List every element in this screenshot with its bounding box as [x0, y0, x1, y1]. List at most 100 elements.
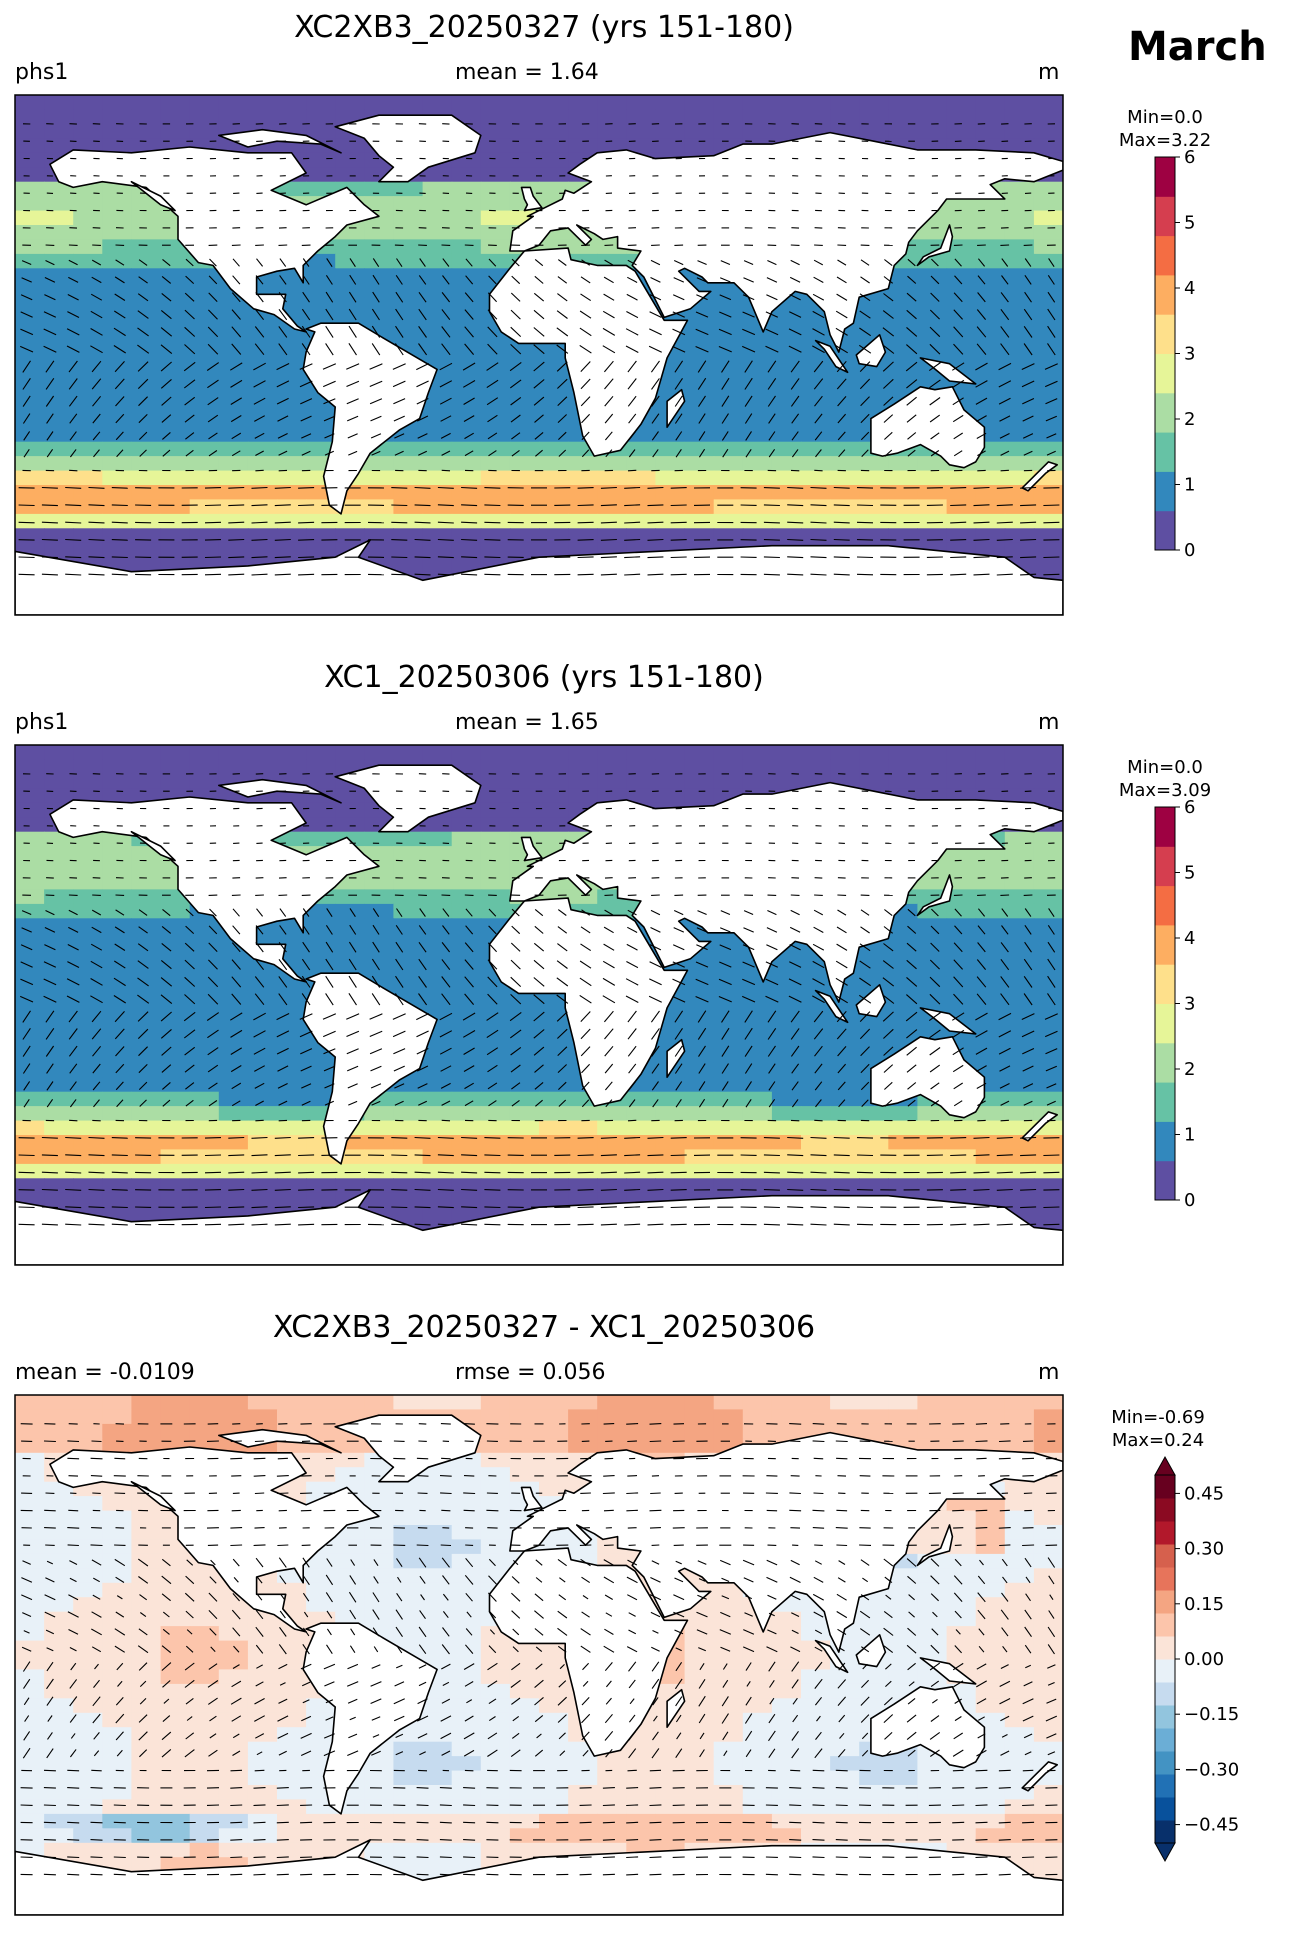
coastline: [488, 897, 689, 1107]
colorbar-segment: [1155, 157, 1175, 197]
coastline: [15, 539, 1063, 615]
colorbar-segment: [1155, 471, 1175, 512]
colorbar-segment: [1155, 196, 1175, 237]
panel-3-minmax: Min=-0.69 Max=0.24: [1088, 1406, 1228, 1452]
colorbar-tick-label: 6: [1184, 797, 1195, 818]
colorbar-tick-label: 0.15: [1184, 1594, 1224, 1615]
colorbar-segment: [1155, 1082, 1175, 1122]
colorbar-tick-label: 0.30: [1184, 1539, 1224, 1560]
colorbar-tick-label: 2: [1184, 409, 1195, 430]
colorbar-tick-label: 5: [1184, 213, 1195, 234]
panel-2-units-label: m: [1038, 710, 1060, 735]
coastline: [919, 357, 977, 385]
colorbar-segment: [1155, 1797, 1175, 1821]
colorbar-segment: [1155, 1774, 1175, 1798]
panel-2-field: [15, 745, 1063, 1265]
coastline: [814, 1639, 849, 1674]
panel-2-colorbar: 0 1 2 3 4 5 6: [1154, 797, 1195, 1211]
coastline: [814, 339, 849, 374]
colorbar-segment: [1155, 964, 1175, 1004]
colorbar-segment: [1155, 1521, 1175, 1545]
panel-3-title: XC2XB3_20250327 - XC1_20250306: [272, 1310, 816, 1345]
colorbar-segment: [1155, 1544, 1175, 1568]
coastline: [855, 984, 887, 1018]
panel-1-map: [14, 94, 1064, 616]
coastline: [1021, 461, 1058, 492]
panel-2-title: XC1_20250306 (yrs 151-180): [324, 660, 764, 695]
colorbar-segment: [1155, 1121, 1175, 1162]
colorbar-segment: [1155, 1820, 1175, 1844]
panel-3-mean-label: mean = -0.0109: [15, 1360, 195, 1385]
coastline: [870, 1686, 986, 1769]
coastline: [488, 247, 689, 457]
colorbar-segment: [1155, 353, 1175, 394]
coastline: [916, 874, 954, 917]
coastline: [814, 989, 849, 1024]
panel-1-frame: [14, 94, 1064, 616]
coastline: [1021, 1761, 1058, 1792]
colorbar-tick-label: 2: [1184, 1059, 1195, 1080]
coastline: [130, 1480, 176, 1512]
colorbar-segment: [1155, 235, 1175, 276]
colorbar-tick-label: 0: [1184, 540, 1195, 561]
colorbar-segment: [1155, 1659, 1175, 1683]
colorbar-tick-label: 0: [1184, 1190, 1195, 1211]
panel-1-variable-label: phs1: [15, 60, 69, 85]
colorbar-segment: [1155, 1636, 1175, 1660]
month-label: March: [1128, 24, 1267, 70]
colorbar-segment: [1155, 1003, 1175, 1044]
panel-3-map: [14, 1394, 1064, 1916]
coastline: [855, 1634, 887, 1668]
coastline: [520, 1486, 543, 1512]
colorbar-segment: [1155, 846, 1175, 887]
coastline: [509, 131, 1063, 353]
colorbar-tick-label: 1: [1184, 475, 1195, 496]
panel-3-colorbar: −0.45 −0.30 −0.15 0.00 0.15 0.30 0.45: [1154, 1455, 1239, 1863]
panel-3-land: [15, 1414, 1063, 1915]
colorbar-tick-label: 3: [1184, 994, 1195, 1015]
colorbar-segment: [1155, 314, 1175, 354]
coastline: [302, 972, 438, 1165]
panel-3-units-label: m: [1038, 1360, 1060, 1385]
coastline: [520, 836, 543, 862]
colorbar-segment: [1155, 1682, 1175, 1706]
panel-3-max: Max=0.24: [1111, 1430, 1205, 1451]
panel-2-min: Min=0.0: [1127, 757, 1203, 778]
colorbar-tick-label: 0.00: [1184, 1649, 1224, 1670]
coastline: [488, 1547, 689, 1757]
colorbar-tick-label: 4: [1184, 928, 1195, 949]
coastline: [302, 1622, 438, 1815]
panel-2-land: [15, 764, 1063, 1265]
colorbar-segment: [1155, 885, 1175, 926]
colorbar-segment: [1155, 1613, 1175, 1637]
colorbar-tick-label: 1: [1184, 1125, 1195, 1146]
colorbar-tick-label: 4: [1184, 278, 1195, 299]
coastline: [334, 114, 482, 183]
colorbar-segment: [1155, 1728, 1175, 1752]
panel-2-variable-label: phs1: [15, 710, 69, 735]
colorbar-segment: [1155, 1475, 1175, 1499]
coastline: [916, 224, 954, 267]
colorbar-segment: [1155, 432, 1175, 472]
colorbar-extend-min: [1154, 1842, 1176, 1863]
colorbar-segment: [1155, 1751, 1175, 1775]
coastline: [49, 1446, 380, 1633]
coastline: [870, 386, 986, 469]
coastline: [870, 1036, 986, 1119]
panel-3-arrows: [20, 1423, 1058, 1876]
panel-2-map: [14, 744, 1064, 1266]
coastline: [509, 1431, 1063, 1653]
colorbar-segment: [1155, 1160, 1175, 1201]
panel-2-frame: [14, 744, 1064, 1266]
panel-1-mean-label: mean = 1.64: [455, 60, 599, 85]
panel-3-rmse-label: rmse = 0.056: [455, 1360, 606, 1385]
colorbar-segment: [1155, 274, 1175, 315]
colorbar-segment: [1155, 1567, 1175, 1591]
coastline: [15, 1839, 1063, 1915]
coastline: [509, 781, 1063, 1003]
colorbar-tick-label: −0.30: [1184, 1759, 1239, 1780]
panel-1-minmax: Min=0.0 Max=3.22: [1095, 106, 1235, 152]
panel-3-field: [15, 1395, 1063, 1915]
panel-3-frame: [14, 1394, 1064, 1916]
